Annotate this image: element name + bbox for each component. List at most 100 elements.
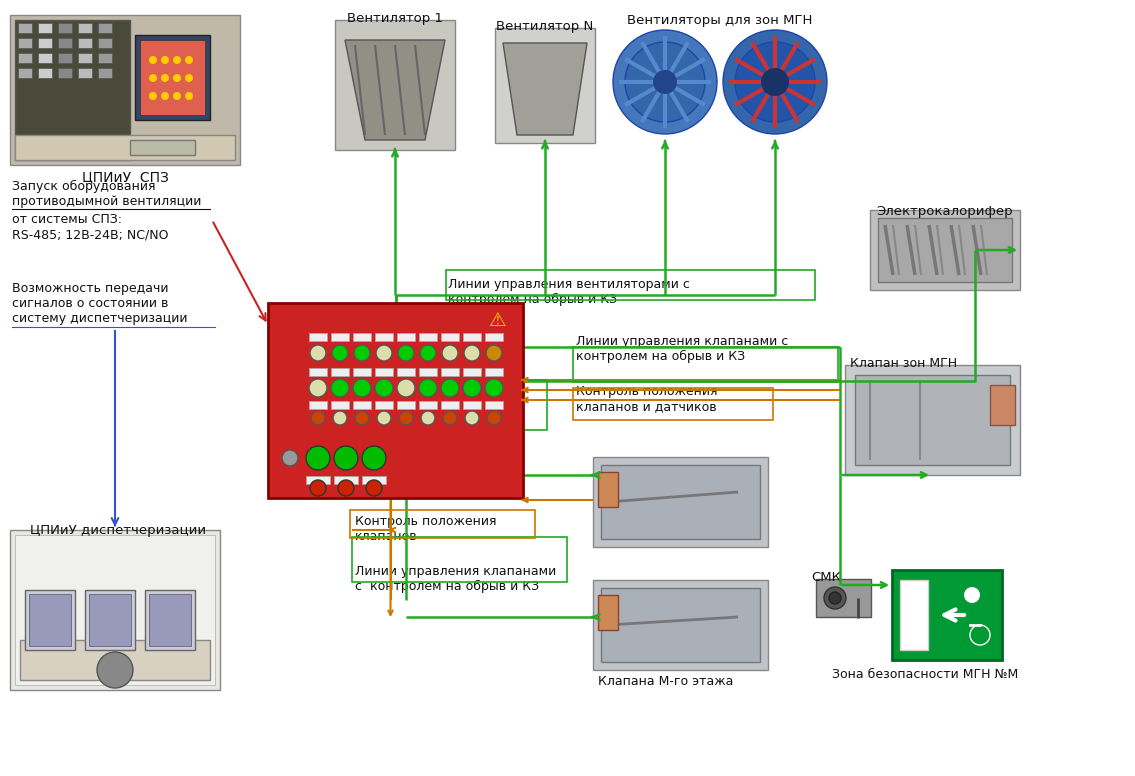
Bar [78, 23, 92, 33]
Bar [495, 28, 595, 143]
Bar [78, 38, 92, 48]
Circle shape [161, 92, 169, 100]
Circle shape [334, 446, 358, 470]
Bar [350, 510, 535, 538]
Circle shape [355, 411, 369, 425]
Text: Вентилятор 1: Вентилятор 1 [347, 12, 443, 25]
Circle shape [625, 42, 705, 122]
Text: Возможность передачи: Возможность передачи [12, 282, 168, 295]
Text: противодымной вентиляции: противодымной вентиляции [12, 195, 201, 208]
Bar [397, 333, 415, 341]
Circle shape [185, 56, 193, 64]
Circle shape [161, 74, 169, 82]
Bar [331, 401, 348, 409]
Bar [352, 380, 547, 430]
Text: Контроль положения
клапанов и датчиков: Контроль положения клапанов и датчиков [575, 385, 717, 413]
Text: Вентилятор N: Вентилятор N [496, 20, 594, 33]
Bar [463, 333, 481, 341]
Bar [98, 38, 112, 48]
Text: Зона безопасности МГН №М: Зона безопасности МГН №М [832, 668, 1018, 681]
Bar [816, 579, 871, 617]
Circle shape [443, 411, 457, 425]
Bar [573, 347, 838, 382]
Bar [419, 333, 437, 341]
Bar [268, 303, 523, 498]
Circle shape [465, 411, 479, 425]
Bar [353, 401, 371, 409]
Bar [602, 588, 760, 662]
Bar [98, 68, 112, 78]
Bar [30, 594, 72, 646]
Text: Клапан зон МГН: Клапан зон МГН [850, 357, 957, 370]
Bar [25, 590, 75, 650]
Bar [37, 68, 52, 78]
Bar [362, 476, 386, 484]
Bar [18, 38, 32, 48]
Text: СМК: СМК [812, 571, 841, 584]
Circle shape [161, 56, 169, 64]
Circle shape [173, 74, 180, 82]
Bar [419, 368, 437, 376]
Text: систему диспетчеризации: систему диспетчеризации [12, 312, 187, 325]
Circle shape [485, 379, 503, 397]
Circle shape [362, 446, 386, 470]
Circle shape [333, 345, 348, 361]
Bar [78, 53, 92, 63]
Circle shape [310, 345, 326, 361]
Circle shape [486, 345, 502, 361]
Circle shape [149, 74, 157, 82]
Bar [37, 38, 52, 48]
Bar [309, 401, 327, 409]
Bar [871, 210, 1020, 290]
Circle shape [613, 30, 717, 134]
Circle shape [309, 379, 327, 397]
Bar [375, 368, 393, 376]
Text: Запуск оборудования: Запуск оборудования [12, 180, 155, 193]
Text: ⚠: ⚠ [489, 311, 506, 331]
Circle shape [723, 30, 827, 134]
Text: RS-485; 12В-24В; NC/NO: RS-485; 12В-24В; NC/NO [12, 228, 168, 241]
Bar [598, 472, 617, 507]
Circle shape [400, 411, 413, 425]
Circle shape [442, 345, 459, 361]
Bar [15, 135, 235, 160]
Circle shape [398, 345, 414, 361]
Bar [485, 333, 503, 341]
Bar [37, 23, 52, 33]
Text: Линии управления клапанами с
контролем на обрыв и КЗ: Линии управления клапанами с контролем н… [575, 335, 788, 363]
Bar [15, 20, 131, 160]
Bar [375, 401, 393, 409]
Bar [419, 401, 437, 409]
Bar [98, 53, 112, 63]
Circle shape [306, 446, 330, 470]
Circle shape [421, 411, 435, 425]
Bar [331, 333, 348, 341]
Bar [397, 401, 415, 409]
Bar [397, 368, 415, 376]
Circle shape [442, 379, 459, 397]
Circle shape [173, 56, 180, 64]
Circle shape [653, 70, 676, 94]
Bar [878, 218, 1012, 282]
Text: Вентиляторы для зон МГН: Вентиляторы для зон МГН [628, 14, 813, 27]
Circle shape [331, 379, 348, 397]
Circle shape [310, 480, 326, 496]
Circle shape [760, 68, 789, 96]
Bar [309, 368, 327, 376]
Bar [353, 368, 371, 376]
Bar [900, 580, 928, 650]
Circle shape [377, 411, 390, 425]
Circle shape [333, 411, 347, 425]
Circle shape [185, 92, 193, 100]
Bar [375, 333, 393, 341]
Circle shape [375, 379, 393, 397]
Bar [463, 401, 481, 409]
Bar [85, 590, 135, 650]
Bar [10, 15, 239, 165]
Bar [15, 535, 215, 685]
Text: Линии управления
клапанами с  контролем
на обрыв и КЗ: Линии управления клапанами с контролем н… [355, 455, 519, 498]
Circle shape [185, 74, 193, 82]
Bar [442, 401, 459, 409]
Bar [463, 368, 481, 376]
Circle shape [311, 411, 325, 425]
